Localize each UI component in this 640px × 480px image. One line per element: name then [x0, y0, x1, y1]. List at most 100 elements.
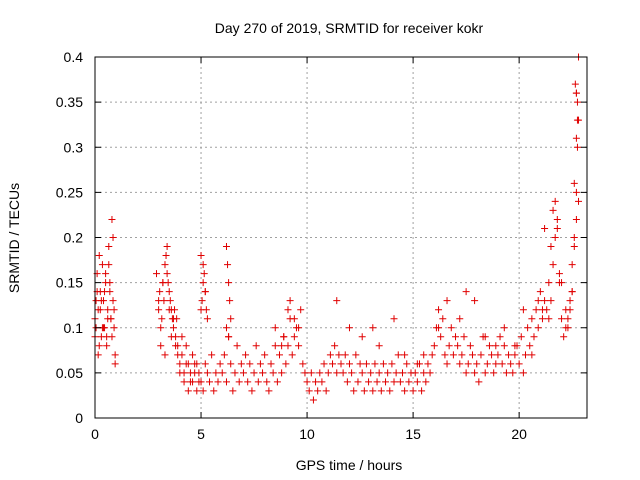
data-point [420, 369, 428, 377]
data-point [104, 306, 112, 314]
data-point [199, 279, 207, 287]
data-point [162, 252, 170, 260]
data-point [515, 360, 523, 368]
data-point [163, 270, 171, 278]
data-point [362, 360, 370, 368]
data-point [460, 333, 468, 341]
data-point [352, 351, 360, 359]
data-point [490, 369, 498, 377]
data-point [216, 360, 224, 368]
data-point [375, 369, 383, 377]
x-tick-label: 15 [405, 426, 421, 442]
data-point [519, 369, 527, 377]
data-point [195, 369, 203, 377]
data-point [235, 378, 243, 386]
data-point [220, 351, 228, 359]
data-point [369, 324, 377, 332]
data-point [227, 360, 235, 368]
data-point [428, 351, 436, 359]
data-point [157, 324, 165, 332]
data-point [530, 333, 538, 341]
y-tick-label: 0.25 [56, 184, 83, 200]
data-point [572, 188, 580, 196]
data-point [384, 369, 392, 377]
data-point [401, 351, 409, 359]
data-point [256, 360, 264, 368]
data-point [169, 324, 177, 332]
data-point [348, 369, 356, 377]
data-point [403, 360, 411, 368]
y-tick-label: 0.2 [64, 230, 84, 246]
data-point [96, 306, 104, 314]
data-point [549, 206, 557, 214]
data-point [271, 342, 279, 350]
data-point [329, 360, 337, 368]
y-tick-label: 0 [75, 410, 83, 426]
data-point [202, 306, 210, 314]
data-point [373, 378, 381, 386]
data-point [468, 351, 476, 359]
data-point [226, 297, 234, 305]
data-point [295, 342, 303, 350]
data-point [371, 360, 379, 368]
data-point [547, 243, 555, 251]
x-tick-label: 5 [197, 426, 205, 442]
data-point [568, 261, 576, 269]
data-point [333, 297, 341, 305]
data-point [350, 387, 358, 395]
data-point [396, 378, 404, 386]
data-point [345, 324, 353, 332]
data-point [95, 252, 103, 260]
data-point [184, 387, 192, 395]
data-point [290, 333, 298, 341]
data-point [452, 333, 460, 341]
data-point [197, 378, 205, 386]
data-point [392, 369, 400, 377]
data-point [466, 342, 474, 350]
data-point [534, 324, 542, 332]
data-point [222, 243, 230, 251]
data-point [522, 351, 529, 359]
data-point [103, 342, 111, 350]
data-point [222, 378, 230, 386]
data-point [107, 315, 115, 323]
data-point [536, 288, 544, 296]
data-point [169, 315, 177, 323]
data-point [500, 342, 508, 350]
data-point [206, 378, 214, 386]
data-point [314, 387, 322, 395]
data-point [547, 297, 555, 305]
data-point [95, 342, 103, 350]
data-point [284, 306, 292, 314]
data-point [354, 378, 362, 386]
data-point [110, 306, 118, 314]
data-point [199, 387, 207, 395]
data-point [551, 197, 559, 205]
data-point [318, 378, 326, 386]
data-point [437, 333, 445, 341]
data-point [267, 360, 275, 368]
data-point [502, 369, 510, 377]
data-point [322, 387, 330, 395]
data-point [553, 224, 561, 232]
data-point [498, 360, 506, 368]
data-point [462, 369, 470, 377]
data-point [447, 324, 455, 332]
data-point [477, 351, 485, 359]
data-point [439, 315, 447, 323]
data-point [178, 333, 186, 341]
data-point [156, 288, 164, 296]
data-point [511, 342, 519, 350]
data-point [246, 360, 254, 368]
data-point [575, 197, 583, 205]
data-point [165, 288, 173, 296]
data-point [201, 360, 209, 368]
data-point [532, 306, 540, 314]
data-point [109, 234, 117, 241]
data-point [271, 324, 279, 332]
data-point [203, 315, 211, 323]
data-point [197, 252, 205, 260]
x-tick-label: 10 [299, 426, 315, 442]
tick-labels: 0 5 10 15 20 0 0.05 0.1 0.15 0.2 0.25 0.3 0.35 0.4 [56, 49, 527, 442]
